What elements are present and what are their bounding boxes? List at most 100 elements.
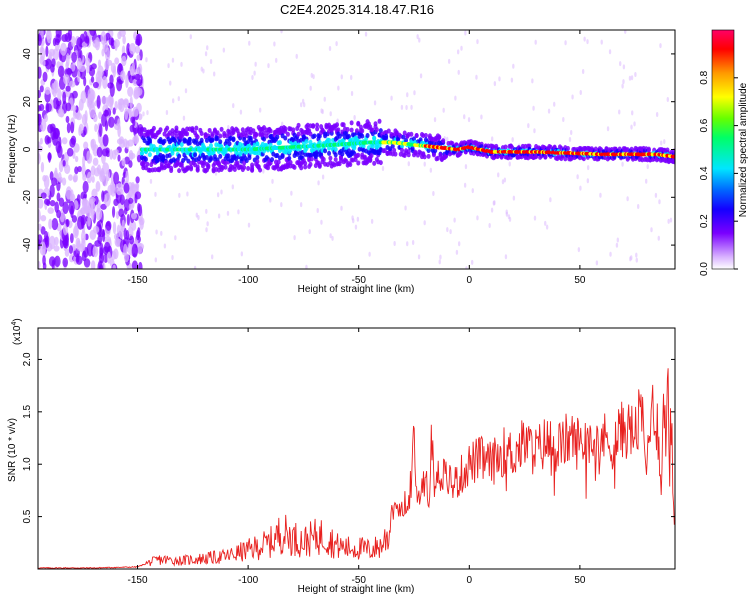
spectrogram-cell [501, 179, 505, 185]
spectrogram-cell [317, 162, 322, 168]
spectrogram-ytick-label: 0 [22, 146, 33, 152]
spectrogram-cell [533, 215, 537, 221]
spectrogram-cell [630, 75, 634, 81]
spectrogram-cell [423, 161, 426, 167]
spectrogram-cell [200, 66, 203, 72]
spectrogram-cell [285, 131, 290, 137]
spectrogram-cell [255, 159, 260, 165]
snr-ylabel: SNR (10 * v/v) [7, 418, 18, 482]
spectrogram-cell [135, 38, 141, 46]
spectrogram-cell [39, 137, 43, 145]
spectrogram-cell [240, 127, 245, 133]
spectrogram-cell [66, 67, 73, 75]
spectrogram-cell [401, 134, 406, 140]
spectrogram-cell [68, 80, 76, 88]
spectrogram-cell [70, 121, 75, 134]
spectrogram-cell [38, 198, 44, 209]
spectrogram-cell [171, 255, 174, 261]
spectrogram-cell [131, 260, 138, 269]
spectrogram-cell [406, 92, 409, 98]
spectrogram-cell [386, 128, 391, 134]
spectrogram-cell [599, 192, 602, 198]
spectrogram-cell [126, 213, 130, 226]
spectrogram-cell [480, 114, 483, 120]
spectrogram-cell [58, 176, 64, 184]
spectrogram-cell [65, 85, 71, 92]
spectrogram-cell [177, 153, 182, 159]
spectrogram-cell [65, 218, 70, 228]
spectrogram-cell [145, 161, 150, 167]
spectrogram-cell [657, 235, 660, 241]
spectrogram-cell [128, 202, 134, 211]
spectrogram-cell [323, 96, 326, 102]
spectrogram-xtick-label: -50 [351, 275, 366, 286]
spectrogram-cell [223, 164, 228, 170]
spectrogram-cell [419, 73, 423, 79]
spectrogram-cell [169, 80, 172, 86]
spectrogram-cell [635, 252, 638, 258]
spectrogram-cell [47, 207, 54, 214]
spectrogram-cell [226, 153, 231, 159]
spectrogram-cell [390, 143, 395, 149]
spectrogram-cell [57, 65, 65, 78]
spectrogram-cell [84, 35, 90, 44]
spectrogram-cell [446, 136, 449, 142]
spectrogram-cell [413, 90, 416, 96]
spectrogram-cell [316, 208, 319, 214]
colorbar [711, 29, 735, 270]
spectrogram-cell [464, 30, 467, 36]
spectrogram-cell [456, 49, 460, 55]
spectrogram-cell [208, 156, 213, 162]
spectrogram-cell [65, 102, 72, 112]
spectrogram-cell [68, 245, 74, 254]
spectrogram-cell [422, 154, 427, 160]
spectrogram-cell [267, 63, 270, 69]
spectrogram-cell [312, 133, 317, 139]
spectrogram-cell [372, 135, 377, 141]
spectrogram-cell [127, 139, 134, 147]
spectrogram-cell [309, 85, 312, 91]
spectrogram-cell [137, 227, 141, 238]
spectrogram-cell [40, 214, 47, 222]
spectrogram-cell [253, 70, 256, 76]
spectrogram-cell [335, 122, 340, 128]
spectrogram-cell [497, 172, 500, 178]
spectrogram-cell [435, 155, 440, 161]
spectrogram-cell [128, 197, 134, 204]
spectrogram-cell [576, 174, 579, 180]
spectrogram-cell [90, 201, 96, 216]
spectrogram-cell [135, 87, 143, 96]
spectrogram-cell [96, 95, 101, 109]
spectrogram-cell [38, 34, 42, 46]
spectrogram-cell [129, 235, 135, 245]
spectrogram-cell [418, 37, 421, 43]
spectrogram-cell [187, 136, 192, 142]
spectrogram-cell [212, 154, 217, 160]
snr-xlabel: Height of straight line (km) [298, 584, 415, 595]
spectrogram-cell [167, 63, 170, 69]
spectrogram-cell [404, 205, 407, 211]
spectrogram-cell [46, 103, 52, 113]
spectrogram-cell [78, 123, 84, 134]
spectrogram-cell [353, 114, 356, 120]
spectrogram-cell [356, 120, 361, 126]
spectrogram-cell [321, 156, 326, 162]
spectrogram-cell [595, 260, 599, 266]
spectrogram-cell [315, 126, 320, 132]
spectrogram-cell [206, 45, 209, 51]
spectrogram-cell [327, 150, 332, 156]
spectrogram-cell [493, 81, 497, 87]
spectrogram-cell [122, 34, 126, 45]
spectrogram-cell [131, 243, 138, 258]
spectrogram-cell [204, 51, 208, 57]
spectrogram-cell [137, 242, 143, 255]
spectrogram-cell [416, 34, 419, 40]
spectrogram-cell [369, 153, 374, 159]
spectrogram-cell [130, 212, 137, 220]
spectrogram-cell [83, 126, 87, 136]
spectrogram-cell [438, 259, 441, 265]
spectrogram-cell [64, 248, 70, 257]
spectrogram-cell [53, 245, 60, 252]
spectrogram-cell [42, 60, 46, 67]
spectrogram-cell [163, 160, 168, 166]
